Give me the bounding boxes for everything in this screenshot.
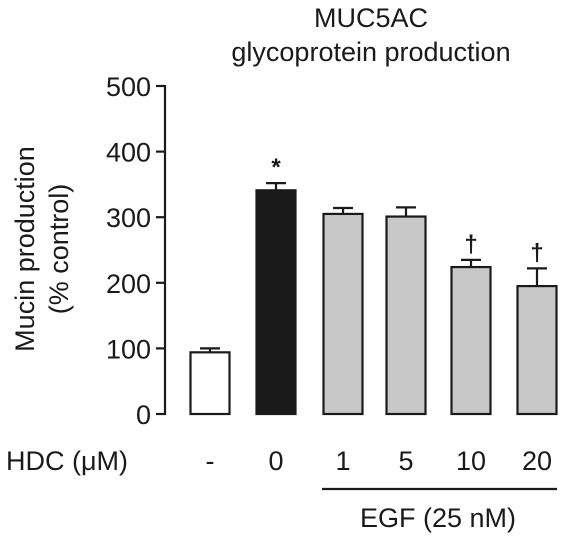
bar <box>322 212 364 416</box>
bar <box>385 215 427 416</box>
x-axis-label: HDC (μM) <box>6 446 128 476</box>
bar <box>189 351 231 416</box>
x-category-label: 1 <box>335 446 350 476</box>
x-category-labels: - 0 1 5 10 20 <box>206 446 553 476</box>
chart-title-line-2: glycoprotein production <box>231 37 510 67</box>
y-tick-label: 100 <box>106 334 151 364</box>
bar <box>450 265 492 416</box>
x-category-label: 10 <box>456 446 486 476</box>
bars-group: * † † <box>189 154 558 416</box>
egf-bracket-label: EGF (25 nM) <box>360 503 516 533</box>
y-tick-label: 200 <box>106 269 151 299</box>
chart-title-line-1: MUC5AC <box>314 3 428 33</box>
significance-marker: * <box>271 154 281 181</box>
y-tick-label: 0 <box>136 400 151 430</box>
y-tick-label: 300 <box>106 203 151 233</box>
y-axis-label-line-1: Mucin production <box>10 146 40 352</box>
y-tick-label: 400 <box>106 138 151 168</box>
y-axis-label: Mucin production (% control) <box>10 146 74 352</box>
bar <box>516 284 558 416</box>
x-category-label: 0 <box>268 446 283 476</box>
significance-marker: † <box>530 239 543 266</box>
y-axis: 0 100 200 300 400 500 <box>106 72 167 430</box>
x-category-label: 20 <box>522 446 552 476</box>
bar <box>255 189 297 416</box>
x-category-label: - <box>206 446 215 476</box>
y-axis-label-line-2: (% control) <box>44 184 74 315</box>
significance-marker: † <box>464 231 477 258</box>
y-tick-label: 500 <box>106 72 151 102</box>
x-category-label: 5 <box>398 446 413 476</box>
